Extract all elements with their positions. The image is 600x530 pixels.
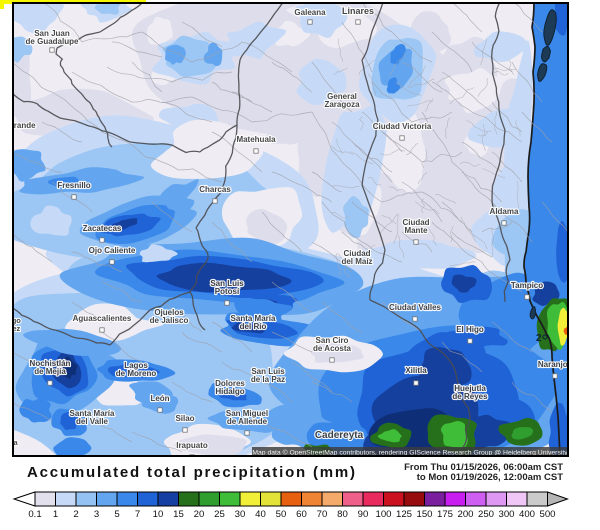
svg-text:5: 5 (114, 509, 119, 520)
svg-text:2: 2 (536, 333, 542, 344)
svg-text:80: 80 (337, 509, 348, 520)
svg-text:ngo: ngo (12, 316, 21, 325)
svg-text:Dolores: Dolores (215, 379, 245, 388)
svg-text:Santa María: Santa María (70, 409, 115, 418)
svg-text:de Acosta: de Acosta (313, 344, 351, 353)
svg-text:Ciudad Valles: Ciudad Valles (389, 303, 442, 312)
svg-text:nez: nez (12, 324, 20, 333)
svg-text:San Juan: San Juan (34, 29, 70, 38)
svg-text:25: 25 (214, 509, 225, 520)
svg-text:Aldama: Aldama (490, 207, 519, 216)
svg-text:Lagos: Lagos (124, 361, 148, 370)
svg-text:de Mejía: de Mejía (34, 367, 66, 376)
svg-text:Nochistlán: Nochistlán (30, 359, 71, 368)
svg-text:70: 70 (317, 509, 328, 520)
svg-text:10: 10 (153, 509, 164, 520)
svg-text:Irapuato: Irapuato (176, 441, 208, 450)
svg-text:0.1: 0.1 (28, 509, 41, 520)
svg-text:90: 90 (358, 509, 369, 520)
svg-text:100: 100 (375, 509, 391, 520)
svg-text:Galeana: Galeana (294, 8, 326, 17)
svg-text:500: 500 (539, 509, 555, 520)
svg-text:Ciudad: Ciudad (343, 249, 370, 258)
svg-text:Zaragoza: Zaragoza (324, 100, 360, 109)
svg-text:20: 20 (194, 509, 205, 520)
svg-text:del Río: del Río (240, 322, 267, 331)
svg-text:de Jalisco: de Jalisco (150, 316, 189, 325)
svg-text:40: 40 (255, 509, 266, 520)
svg-text:15: 15 (173, 509, 184, 520)
svg-text:San Luis: San Luis (251, 367, 285, 376)
svg-text:San Luis: San Luis (210, 279, 244, 288)
svg-text:2: 2 (73, 509, 78, 520)
svg-text:de Moreno: de Moreno (116, 369, 157, 378)
svg-text:León: León (150, 394, 169, 403)
svg-text:Huejutla: Huejutla (454, 384, 486, 393)
svg-text:de Guadalupe: de Guadalupe (26, 37, 79, 46)
svg-text:ara: ara (12, 438, 18, 447)
svg-text:Ciudad Victoria: Ciudad Victoria (373, 122, 432, 131)
svg-text:Cadereyta: Cadereyta (315, 430, 364, 441)
svg-text:Potosí: Potosí (215, 287, 240, 296)
svg-text:200: 200 (457, 509, 473, 520)
svg-text:1: 1 (53, 509, 58, 520)
svg-text:Ojo Caliente: Ojo Caliente (89, 246, 136, 255)
svg-text:El Higo: El Higo (456, 325, 484, 334)
svg-text:General: General (327, 92, 357, 101)
svg-text:125: 125 (396, 509, 412, 520)
svg-text:San Ciro: San Ciro (316, 336, 349, 345)
svg-text:Santa María: Santa María (231, 314, 276, 323)
svg-text:de la Paz: de la Paz (251, 375, 285, 384)
svg-text:175: 175 (437, 509, 453, 520)
svg-text:o Grande: o Grande (12, 121, 36, 130)
svg-text:Fresnillo: Fresnillo (57, 181, 90, 190)
svg-text:Ciudad: Ciudad (402, 218, 429, 227)
svg-text:Charcas: Charcas (199, 185, 231, 194)
svg-text:San Miguel: San Miguel (226, 409, 268, 418)
svg-text:250: 250 (478, 509, 494, 520)
svg-text:7: 7 (135, 509, 140, 520)
svg-text:3: 3 (94, 509, 99, 520)
svg-text:del Maíz: del Maíz (341, 257, 372, 266)
svg-text:60: 60 (296, 509, 307, 520)
svg-text:Naranjos: Naranjos (538, 360, 569, 369)
svg-text:Hidalgo: Hidalgo (215, 387, 244, 396)
svg-text:Aguascalientes: Aguascalientes (73, 314, 132, 323)
svg-text:Silao: Silao (175, 414, 194, 423)
svg-text:de Reyes: de Reyes (452, 392, 488, 401)
svg-text:Matehuala: Matehuala (236, 135, 276, 144)
svg-text:Linares: Linares (342, 6, 374, 16)
svg-text:de Allende: de Allende (227, 417, 268, 426)
svg-text:Mante: Mante (404, 226, 428, 235)
svg-text:del Valle: del Valle (76, 417, 109, 426)
svg-text:Tampico: Tampico (511, 281, 543, 290)
svg-text:Xilitla: Xilitla (405, 366, 427, 375)
svg-text:400: 400 (519, 509, 535, 520)
svg-text:300: 300 (498, 509, 514, 520)
svg-text:30: 30 (235, 509, 246, 520)
svg-text:Map data © OpenStreetMap contr: Map data © OpenStreetMap contributors, r… (252, 449, 568, 457)
svg-text:Ojuelos: Ojuelos (154, 308, 184, 317)
svg-text:Zacatecas: Zacatecas (83, 224, 122, 233)
svg-text:150: 150 (416, 509, 432, 520)
svg-text:50: 50 (276, 509, 287, 520)
